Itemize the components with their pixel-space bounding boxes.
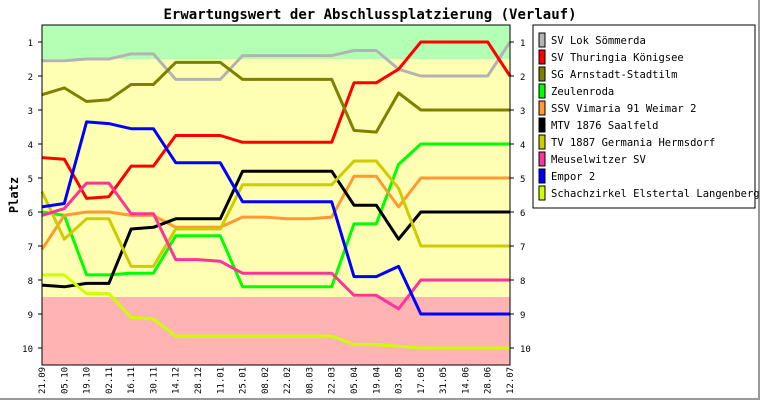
x-tick-label: 08.02 <box>261 367 271 394</box>
legend-label: SG Arnstadt-Stadtilm <box>551 69 677 81</box>
series-line <box>41 169 510 289</box>
x-tick-label: 25.01 <box>239 367 249 394</box>
x-tick-label: 31.05 <box>439 367 449 394</box>
legend-swatch <box>538 185 546 201</box>
series-line <box>42 273 510 350</box>
series-line <box>42 41 512 81</box>
plot-border <box>41 24 511 366</box>
legend-box <box>532 24 756 209</box>
y-tick-label: 4 <box>520 141 525 151</box>
legend-label: SSV Vimaria 91 Weimar 2 <box>551 103 696 115</box>
x-tick-label: 19.04 <box>372 367 382 394</box>
x-tick-label: 16.11 <box>127 367 137 394</box>
x-tick-label: 14.06 <box>461 367 471 394</box>
y-tick-label: 1 <box>28 39 33 49</box>
zone-band <box>42 297 510 365</box>
x-tick-label: 28.06 <box>484 367 494 394</box>
y-tick-label: 7 <box>28 243 33 253</box>
x-tick-label: 22.02 <box>283 367 293 394</box>
legend-swatch <box>538 66 546 82</box>
legend-label: MTV 1876 Saalfeld <box>551 120 658 132</box>
legend-label: TV 1887 Germania Hermsdorf <box>551 137 715 149</box>
x-tick-label: 02.11 <box>105 367 115 394</box>
y-tick-label: 9 <box>28 311 33 321</box>
y-tick-label: 8 <box>28 277 33 287</box>
legend-label: Zeulenroda <box>551 86 614 98</box>
y-tick-label: 2 <box>28 73 33 83</box>
y-tick-label: 10 <box>22 345 33 355</box>
series-line <box>40 174 510 251</box>
x-tick-label: 08.03 <box>305 367 315 394</box>
legend: SV Lok Sömmerda SV Thuringia Königsee SG A… <box>532 24 760 209</box>
series-line <box>41 120 510 316</box>
y-axis-label: Platz <box>7 177 21 213</box>
legend-label: Meuselwitzer SV <box>551 154 647 166</box>
y-tick-label: 4 <box>28 141 33 151</box>
y-tick-label: 6 <box>520 209 525 219</box>
x-tick-label: 14.12 <box>172 367 182 394</box>
y-tick-label: 6 <box>28 209 33 219</box>
x-tick-label: 03.05 <box>395 367 405 394</box>
legend-swatch <box>538 117 546 133</box>
x-tick-label: 05.10 <box>60 367 70 394</box>
x-tick-label: 19.10 <box>83 367 93 394</box>
y-tick-label: 1 <box>520 39 525 49</box>
legend-swatch <box>538 83 546 99</box>
y-tick-label: 8 <box>520 277 525 287</box>
series-line <box>41 60 510 134</box>
legend-swatch <box>538 32 546 48</box>
legend-label: SV Lok Sömmerda <box>551 35 646 47</box>
x-tick-label: 11.01 <box>216 367 226 394</box>
series-line <box>41 142 510 289</box>
legend-swatch <box>538 151 546 167</box>
series-line <box>41 40 512 200</box>
y-tick-label: 2 <box>520 73 525 83</box>
y-tick-label: 5 <box>520 175 525 185</box>
y-tick-label: 5 <box>28 175 33 185</box>
y-tick-label: 3 <box>520 107 525 117</box>
y-tick-label: 3 <box>28 107 33 117</box>
legend-label: SV Thuringia Königsee <box>551 52 684 64</box>
y-tick-label: 7 <box>520 243 525 253</box>
x-tick-label: 21.09 <box>38 367 48 394</box>
x-tick-label: 05.04 <box>350 367 360 394</box>
chart-title: Erwartungswert der Abschlussplatzierung … <box>163 7 576 23</box>
x-tick-label: 30.11 <box>149 367 159 394</box>
x-tick-label: 28.12 <box>194 367 204 394</box>
legend-swatch <box>538 134 546 150</box>
x-tick-label: 12.07 <box>506 367 516 394</box>
legend-label: Empor 2 <box>551 171 595 183</box>
y-tick-label: 9 <box>520 311 525 321</box>
legend-swatch <box>538 49 546 65</box>
x-tick-label: 22.03 <box>328 367 338 394</box>
x-tick-label: 17.05 <box>417 367 427 394</box>
legend-label: Schachzirkel Elstertal Langenberg <box>551 188 760 200</box>
legend-swatch <box>538 100 546 116</box>
series-line <box>41 181 510 311</box>
y-tick-label: 10 <box>520 345 531 355</box>
legend-swatch <box>538 168 546 184</box>
series-line <box>40 159 510 268</box>
